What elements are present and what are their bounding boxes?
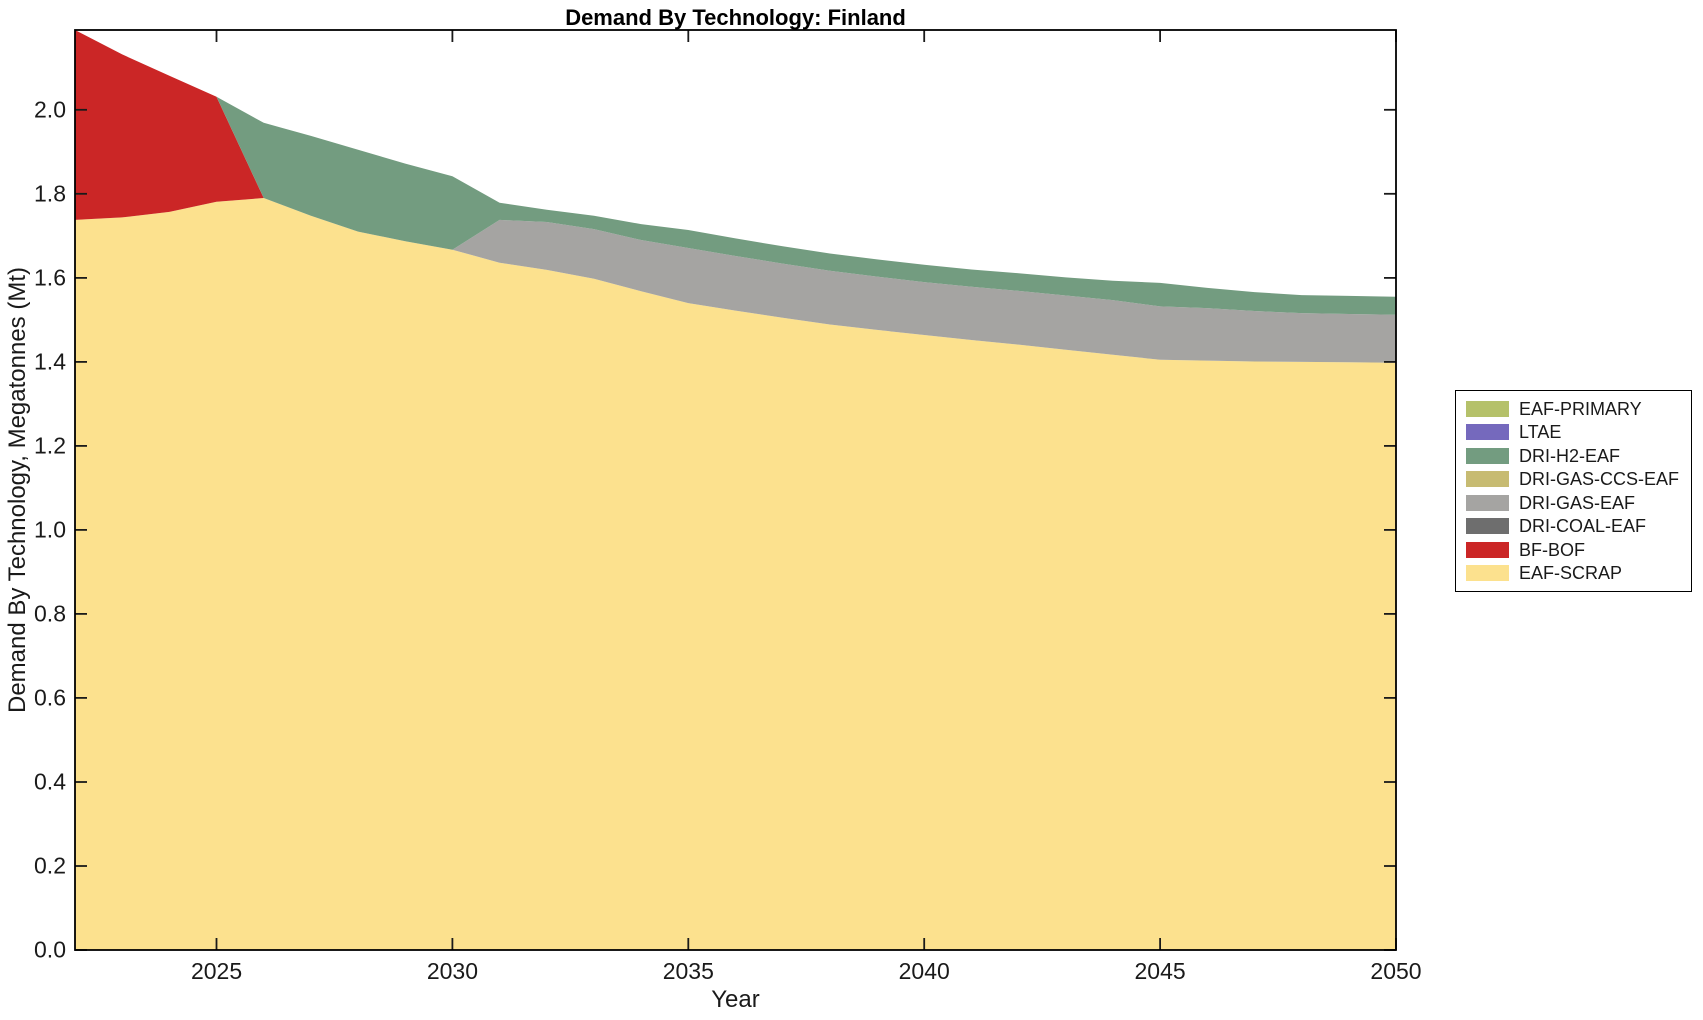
legend-label: DRI-GAS-CCS-EAF xyxy=(1519,469,1680,490)
x-tick-label-2030: 2030 xyxy=(426,958,479,984)
legend-item-eaf-primary: EAF-PRIMARY xyxy=(1456,400,1691,418)
legend-label: DRI-GAS-EAF xyxy=(1519,492,1636,513)
legend-item-dri-gas-eaf: DRI-GAS-EAF xyxy=(1456,494,1691,512)
legend-swatch-bf-bof xyxy=(1466,541,1509,558)
y-tick-label-1.8: 1.8 xyxy=(34,180,66,207)
y-tick-label-1.2: 1.2 xyxy=(34,432,66,459)
area-dri-h2-eaf xyxy=(75,30,1396,315)
x-tick-label-2025: 2025 xyxy=(190,958,243,984)
y-tick-label-0.2: 0.2 xyxy=(34,852,66,879)
legend-label: DRI-COAL-EAF xyxy=(1519,516,1647,537)
legend-swatch-ltae xyxy=(1466,424,1509,441)
area-eaf-scrap xyxy=(75,198,1396,950)
y-tick-label-0.6: 0.6 xyxy=(34,684,66,711)
y-tick-label-2.0: 2.0 xyxy=(34,96,66,123)
legend-label: LTAE xyxy=(1519,422,1562,443)
y-tick-label-1.6: 1.6 xyxy=(34,264,66,291)
x-tick-label-2035: 2035 xyxy=(662,958,714,984)
legend: EAF-PRIMARY LTAE DRI-H2-EAF DRI-GAS-CCS-EAF… xyxy=(1455,390,1692,592)
legend-item-dri-gas-ccs-eaf: DRI-GAS-CCS-EAF xyxy=(1456,470,1691,488)
x-axis-label: Year xyxy=(711,986,760,1013)
legend-label: EAF-PRIMARY xyxy=(1519,398,1642,419)
legend-item-ltae: LTAE xyxy=(1456,423,1691,441)
legend-item-dri-h2-eaf: DRI-H2-EAF xyxy=(1456,447,1691,465)
legend-swatch-dri-coal-eaf xyxy=(1466,518,1509,535)
legend-label: EAF-SCRAP xyxy=(1519,563,1623,584)
y-tick-label-1.4: 1.4 xyxy=(34,348,66,375)
x-tick-label-2040: 2040 xyxy=(898,958,950,984)
y-tick-label-0.8: 0.8 xyxy=(34,600,66,627)
y-tick-label-0.4: 0.4 xyxy=(34,768,66,795)
legend-swatch-dri-gas-eaf xyxy=(1466,494,1509,511)
legend-item-bf-bof: BF-BOF xyxy=(1456,541,1691,559)
legend-label: BF-BOF xyxy=(1519,539,1585,560)
x-tick-label-2050: 2050 xyxy=(1370,958,1422,984)
y-tick-label-1.0: 1.0 xyxy=(34,516,66,543)
legend-swatch-eaf-scrap xyxy=(1466,565,1509,582)
plot-border xyxy=(74,29,1397,951)
legend-item-eaf-scrap: EAF-SCRAP xyxy=(1456,564,1691,582)
y-tick-label-0.0: 0.0 xyxy=(34,936,66,963)
legend-label: DRI-H2-EAF xyxy=(1519,445,1621,466)
x-tick-label-2045: 2045 xyxy=(1134,958,1186,984)
legend-swatch-eaf-primary xyxy=(1466,400,1509,417)
legend-item-dri-coal-eaf: DRI-COAL-EAF xyxy=(1456,517,1691,535)
area-dri-gas-eaf xyxy=(75,30,1396,363)
legend-swatch-dri-h2-eaf xyxy=(1466,447,1509,464)
y-axis-label: Demand By Technology, Megatonnes (Mt) xyxy=(4,267,31,714)
legend-swatch-dri-gas-ccs-eaf xyxy=(1466,471,1509,488)
chart-title: Demand By Technology: Finland xyxy=(565,5,906,30)
